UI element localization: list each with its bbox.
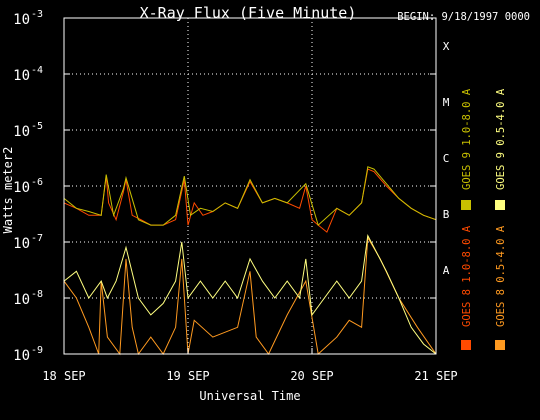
y-tick-exponent: -3: [31, 9, 43, 20]
x-axis-label: Universal Time: [199, 389, 300, 403]
series-lines: [63, 166, 437, 356]
flare-class-label: M: [443, 96, 450, 109]
x-axis-ticks: 18 SEP 19 SEP 20 SEP 21 SEP: [42, 348, 458, 383]
y-tick-exponent: -6: [31, 177, 43, 188]
y-tick-label: 10: [13, 68, 30, 84]
grid-lines: [64, 18, 436, 354]
legend-swatch: [461, 200, 471, 210]
series-line-4: [63, 233, 437, 355]
y-axis-label: Watts meter2: [1, 147, 15, 234]
flare-class-labels: X M C B A: [443, 40, 450, 277]
x-tick-label: 21 SEP: [414, 369, 457, 383]
x-tick-label: 18 SEP: [42, 369, 85, 383]
legend-swatch: [495, 200, 505, 210]
flare-class-label: C: [443, 152, 450, 165]
y-tick-exponent: -8: [31, 289, 43, 300]
legend-entry: GOES 8 1.0-8.0 A: [461, 225, 473, 327]
y-tick-label: 10: [13, 124, 30, 140]
y-tick-exponent: -7: [31, 233, 43, 244]
legend-entry: GOES 9 0.5-4.0 A: [495, 88, 507, 190]
x-tick-label: 19 SEP: [166, 369, 209, 383]
legend-swatch: [461, 340, 471, 350]
y-tick-label: 10: [13, 12, 30, 28]
y-axis-ticks: 10-310-410-510-610-710-810-9: [13, 9, 436, 364]
y-tick-label: 10: [13, 348, 30, 364]
legend-entry: GOES 9 1.0-8.0 A: [461, 88, 473, 190]
y-tick-label: 10: [13, 292, 30, 308]
series-line-3: [63, 166, 437, 227]
flare-class-label: B: [443, 208, 450, 221]
chart-title: X-Ray Flux (Five Minute): [140, 4, 357, 22]
flare-class-label: A: [443, 264, 450, 277]
flare-class-label: X: [443, 40, 450, 53]
series-line-2: [63, 235, 437, 356]
x-tick-label: 20 SEP: [290, 369, 333, 383]
y-tick-label: 10: [13, 236, 30, 252]
y-tick-exponent: -9: [31, 345, 43, 356]
legend: GOES 8 1.0-8.0 A GOES 9 1.0-8.0 A GOES 8 0…: [461, 88, 507, 350]
y-tick-exponent: -4: [31, 65, 43, 76]
y-tick-label: 10: [13, 180, 30, 196]
begin-date-label: BEGIN: 9/18/1997 0000: [397, 11, 530, 23]
y-tick-exponent: -5: [31, 121, 43, 132]
legend-swatch: [495, 340, 505, 350]
legend-entry: GOES 8 0.5-4.0 A: [495, 225, 507, 327]
